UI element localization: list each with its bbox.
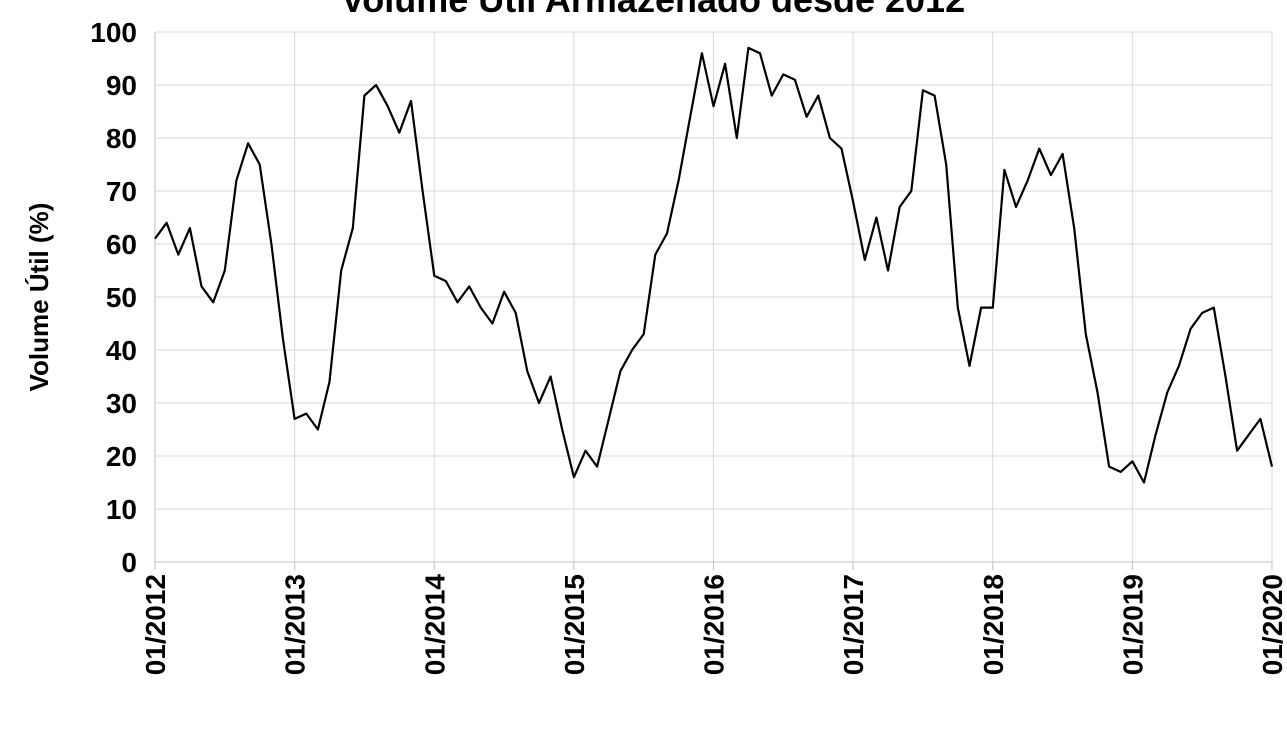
y-tick-label: 20 <box>106 441 137 472</box>
y-tick-label: 30 <box>106 388 137 419</box>
y-tick-labels: 0 10 20 30 40 50 60 70 80 90 100 <box>90 17 137 578</box>
chart-title: Volume Útil Armazenado desde 2012 <box>341 0 965 20</box>
x-tick-label: 01/2020 <box>1257 574 1287 675</box>
x-tick-label: 01/2016 <box>699 574 730 675</box>
x-tick-label: 01/2019 <box>1117 574 1148 675</box>
grid <box>155 31 1273 562</box>
axes <box>154 32 1273 570</box>
y-tick-label: 80 <box>106 123 137 154</box>
x-tick-label: 01/2012 <box>140 574 171 675</box>
x-tick-label: 01/2013 <box>280 574 311 675</box>
x-tick-label: 01/2017 <box>838 574 869 675</box>
x-tick-label: 01/2014 <box>419 574 450 676</box>
y-tick-label: 50 <box>106 282 137 313</box>
y-tick-label: 100 <box>90 17 137 48</box>
x-tick-labels: 01/2012 01/2013 01/2014 01/2015 01/2016 01/20… <box>140 574 1287 676</box>
series-line <box>154 46 1274 484</box>
y-tick-label: 90 <box>106 70 137 101</box>
y-tick-label: 60 <box>106 229 137 260</box>
y-tick-label: 10 <box>106 494 137 525</box>
y-tick-label: 40 <box>106 335 137 366</box>
series-layer <box>154 46 1274 484</box>
x-tick-label: 01/2015 <box>559 574 590 675</box>
x-tick-label: 01/2018 <box>978 574 1009 675</box>
y-axis-label: Volume Útil (%) <box>24 203 54 392</box>
y-tick-label: 0 <box>121 547 137 578</box>
y-tick-label: 70 <box>106 176 137 207</box>
